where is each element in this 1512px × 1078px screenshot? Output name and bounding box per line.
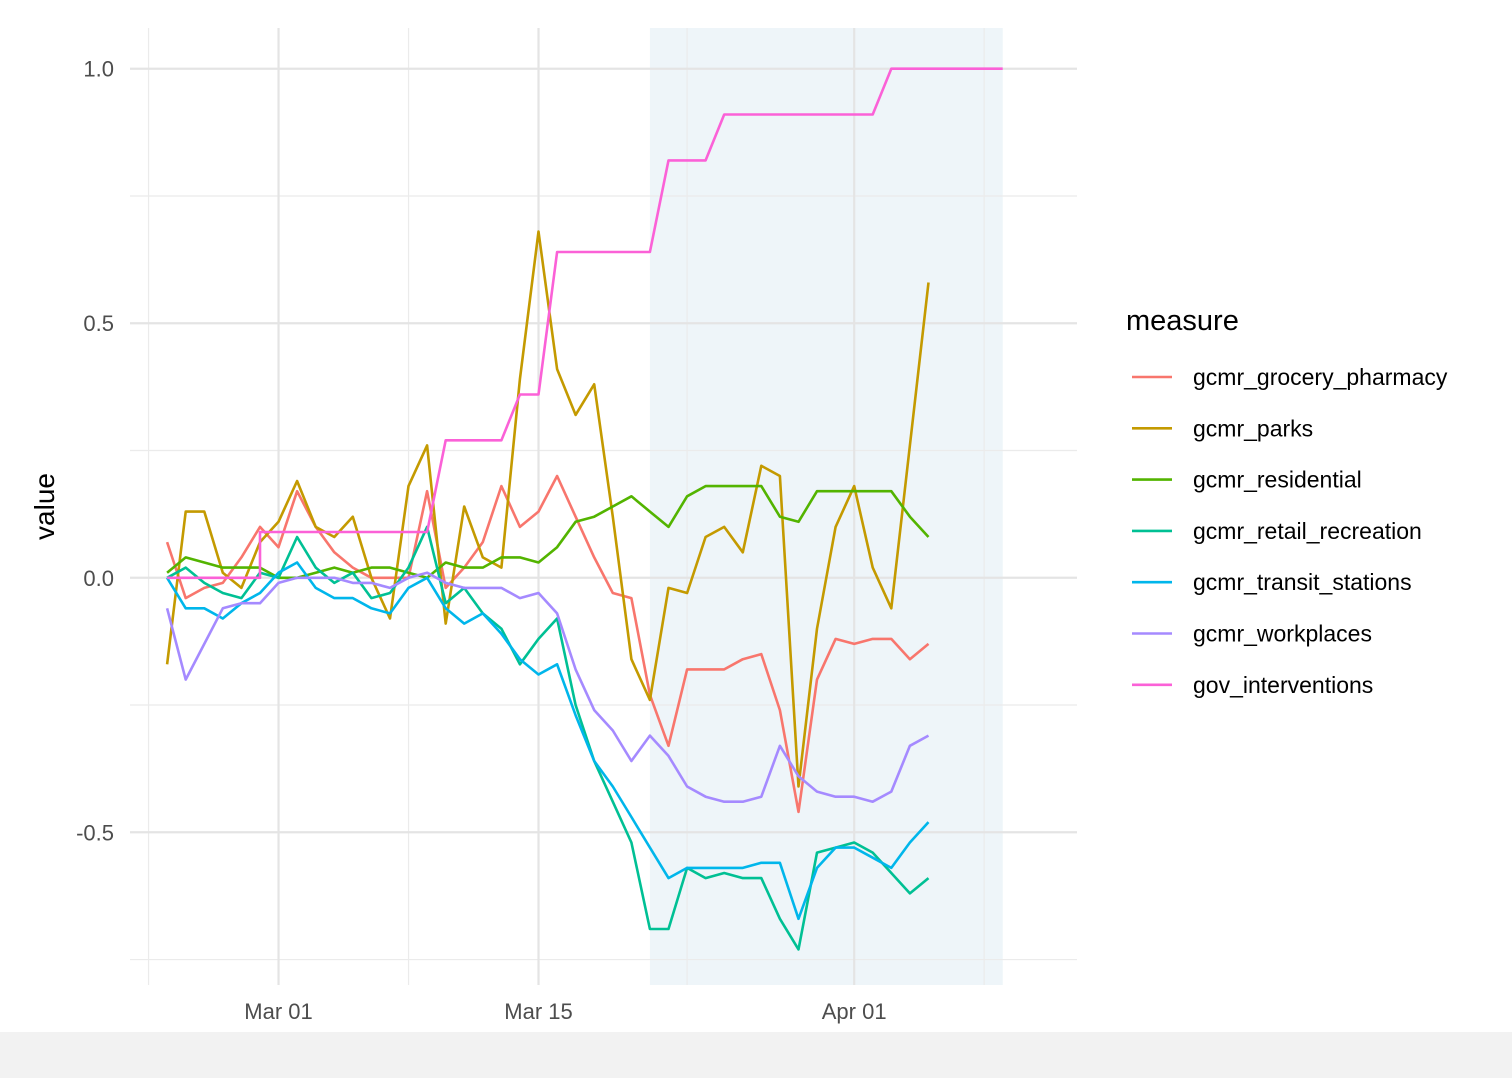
- series-line-gcmr-transit-stations: [165, 561, 930, 921]
- x-tick-label: Mar 01: [244, 999, 312, 1024]
- legend: measure gcmr_grocery_pharmacy gcmr_parksgc…: [1126, 305, 1448, 698]
- x-tick-label: Apr 01: [822, 999, 887, 1024]
- series-line-gov-interventions: [167, 67, 1003, 580]
- legend-label-gcmr-grocery-pharmacy: gcmr_grocery_pharmacy: [1193, 364, 1448, 390]
- plot-area: [130, 28, 1077, 985]
- series-line-gcmr-workplaces: [165, 571, 930, 804]
- series-line-gcmr-grocery-pharmacy: [165, 474, 930, 814]
- y-tick-label: 0.5: [83, 311, 114, 336]
- bottom-bar: [0, 1032, 1512, 1078]
- legend-label-gov-interventions: gov_interventions: [1193, 672, 1373, 698]
- y-tick-label: -0.5: [76, 820, 114, 845]
- legend-label-gcmr-parks: gcmr_parks: [1193, 415, 1313, 441]
- y-tick-label: 0.0: [83, 566, 114, 591]
- x-tick-label: Mar 15: [504, 999, 572, 1024]
- highlight-band: [649, 28, 1003, 985]
- legend-label-gcmr-residential: gcmr_residential: [1193, 467, 1362, 493]
- series-line-gcmr-parks: [165, 230, 930, 788]
- y-axis-title: value: [29, 473, 60, 540]
- legend-label-gcmr-transit-stations: gcmr_transit_stations: [1193, 569, 1412, 595]
- legend-title: measure: [1126, 305, 1239, 337]
- legend-label-gcmr-retail-recreation: gcmr_retail_recreation: [1193, 518, 1422, 544]
- y-tick-label: 1.0: [83, 57, 114, 82]
- series-line-gcmr-retail-recreation: [166, 525, 930, 951]
- legend-label-gcmr-workplaces: gcmr_workplaces: [1193, 621, 1372, 647]
